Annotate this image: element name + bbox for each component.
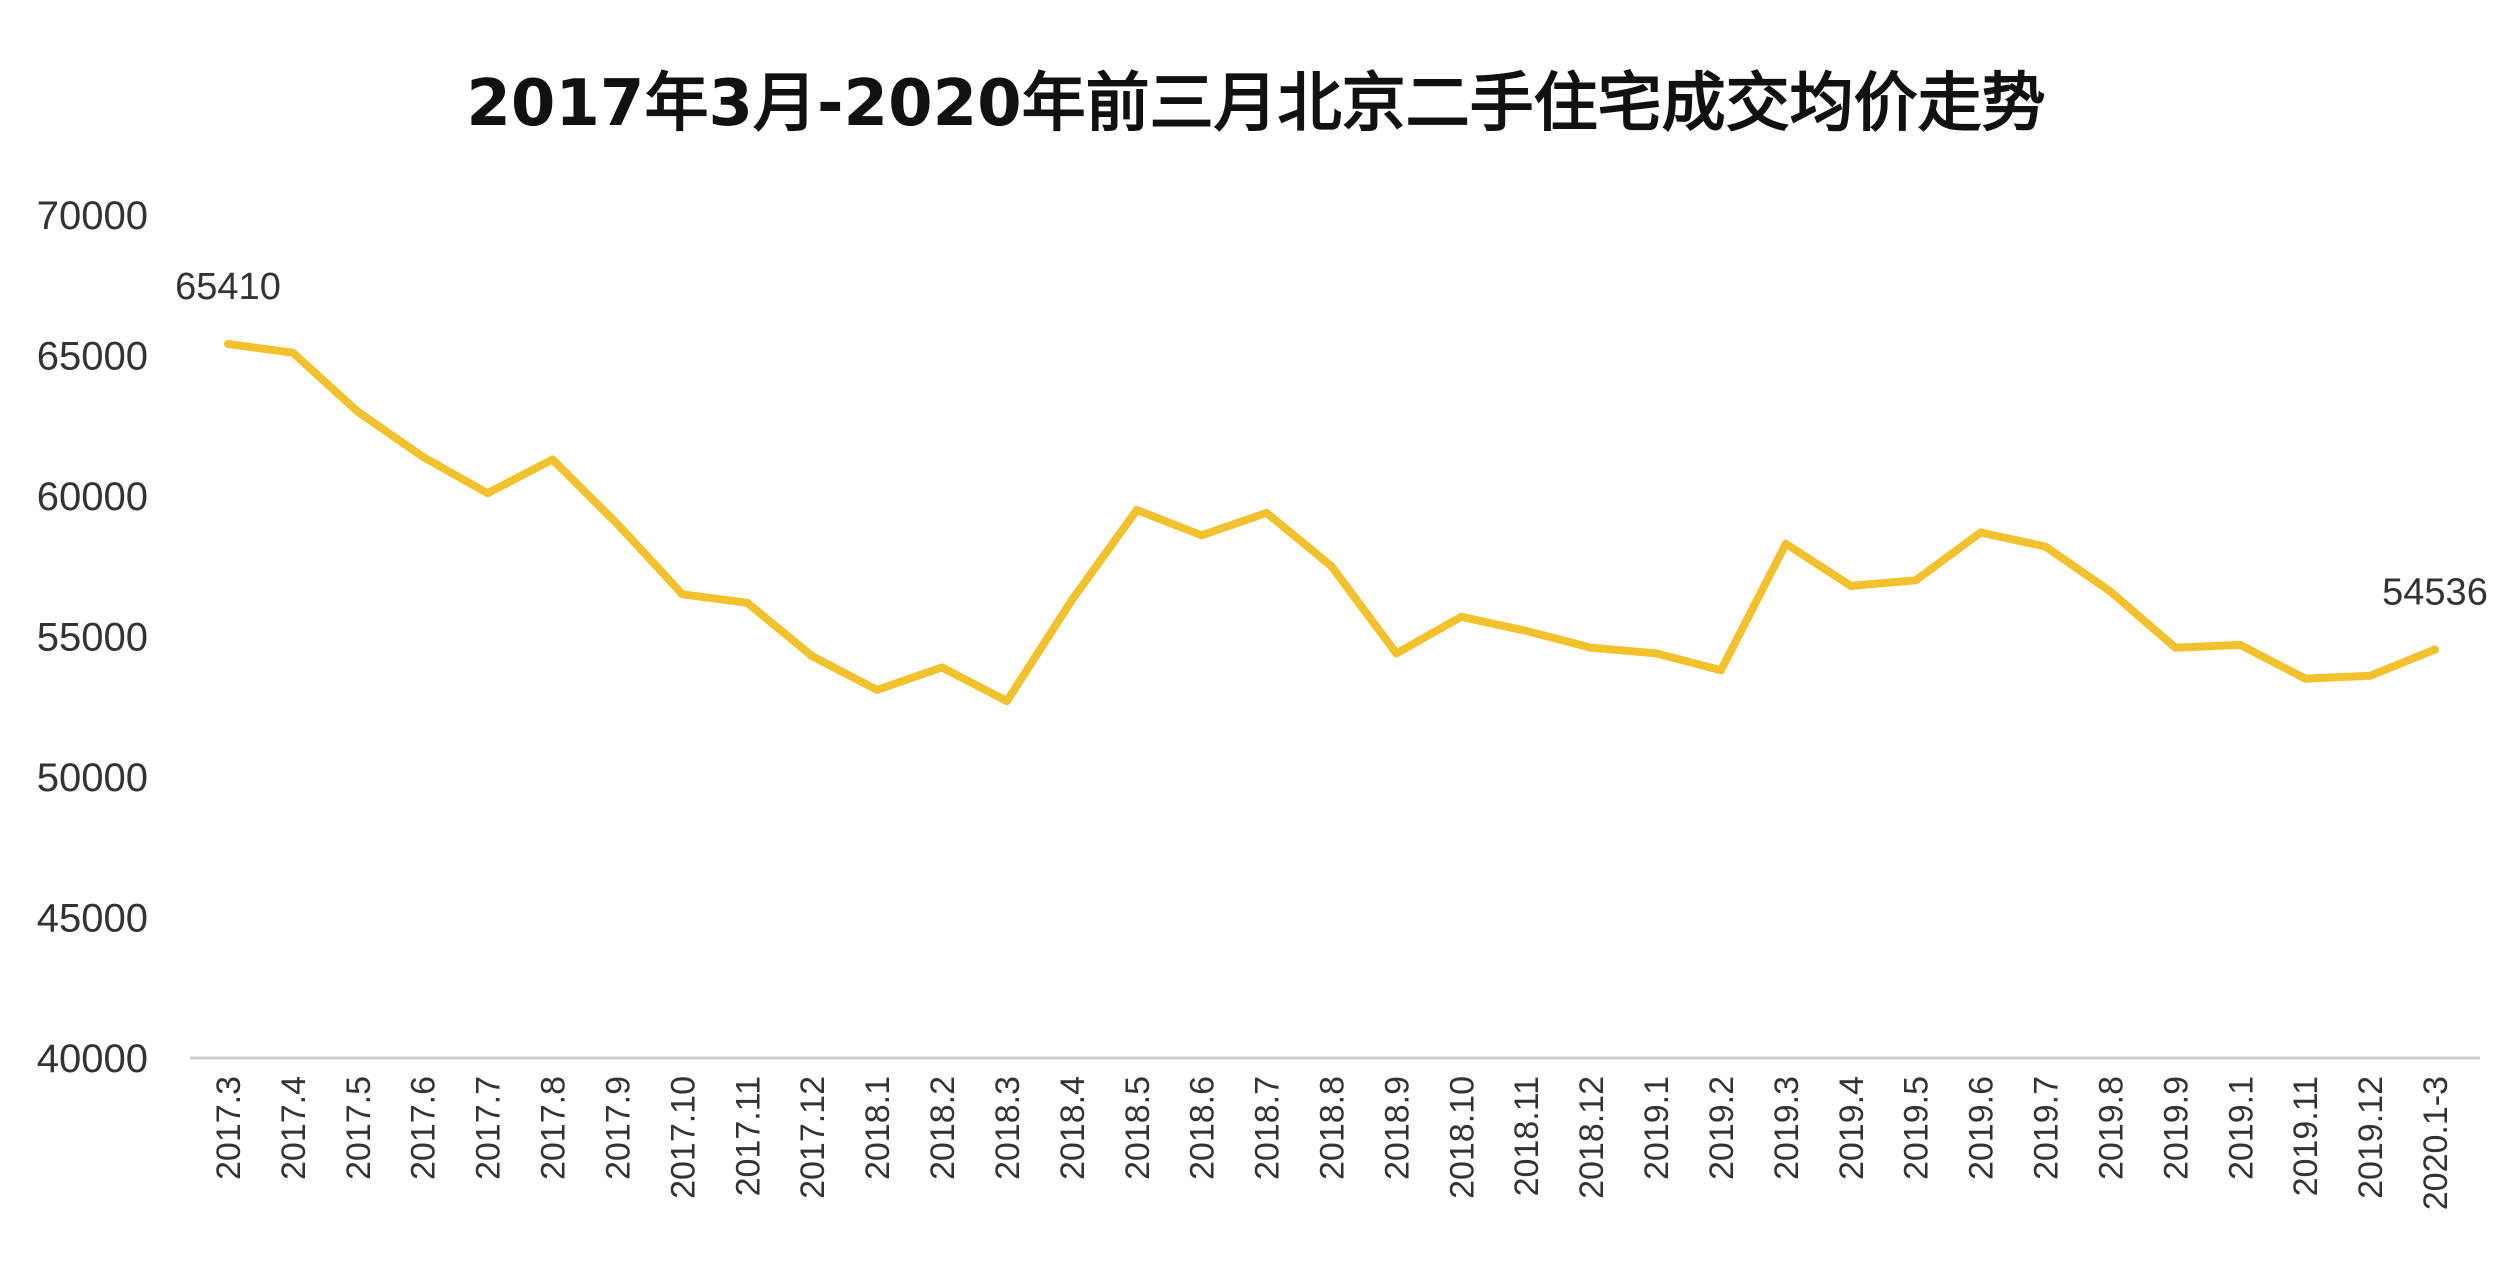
data-point bbox=[1002, 697, 1011, 706]
x-tick-label: 2017.3 bbox=[210, 1076, 248, 1180]
x-tick-label: 2018.7 bbox=[1249, 1076, 1287, 1180]
data-point bbox=[743, 598, 752, 607]
x-tick-label: 2019.4 bbox=[1833, 1076, 1871, 1180]
x-tick-label: 2017.4 bbox=[275, 1076, 313, 1180]
y-tick-label: 65000 bbox=[37, 335, 148, 379]
data-point bbox=[873, 685, 882, 694]
x-tick-label: 2019.5 bbox=[1898, 1076, 1936, 1180]
chart-title: 2017年3月-2020年前三月北京二手住宅成交均价走势 bbox=[466, 67, 2045, 141]
data-point bbox=[678, 590, 687, 599]
data-point bbox=[938, 663, 947, 672]
data-point bbox=[1781, 539, 1790, 548]
x-tick-label: 2018.6 bbox=[1184, 1076, 1222, 1180]
data-point bbox=[1132, 506, 1141, 515]
data-point bbox=[1262, 508, 1271, 517]
data-point bbox=[418, 452, 427, 461]
data-point bbox=[1392, 649, 1401, 658]
data-point bbox=[1197, 531, 1206, 540]
x-tick-label: 2020.1-3 bbox=[2417, 1076, 2455, 1210]
data-point bbox=[2106, 587, 2115, 596]
data-point bbox=[2236, 640, 2245, 649]
x-tick-label: 2019.3 bbox=[1768, 1076, 1806, 1180]
data-point bbox=[2171, 643, 2180, 652]
x-tick-label: 2017.5 bbox=[340, 1076, 378, 1180]
data-point bbox=[1911, 576, 1920, 585]
x-tick-label: 2018.1 bbox=[859, 1076, 897, 1180]
x-tick-label: 2019.6 bbox=[1963, 1076, 2001, 1180]
x-tick-label: 2017.8 bbox=[535, 1076, 573, 1180]
x-tick-label: 2018.3 bbox=[989, 1076, 1027, 1180]
y-tick-label: 55000 bbox=[37, 616, 148, 660]
data-point bbox=[353, 407, 362, 416]
x-tick-label: 2019.11 bbox=[2287, 1076, 2325, 1196]
data-point bbox=[1067, 595, 1076, 604]
x-tick-label: 2017.11 bbox=[729, 1076, 767, 1196]
data-label: 65410 bbox=[175, 266, 281, 308]
data-labels: 65410 54536 bbox=[175, 266, 2488, 614]
data-point bbox=[808, 652, 817, 661]
y-tick-label: 70000 bbox=[37, 194, 148, 238]
data-point bbox=[2041, 542, 2050, 551]
x-tick-label: 2019.1 bbox=[2222, 1076, 2260, 1180]
data-point bbox=[1457, 612, 1466, 621]
x-tick-label: 2018.12 bbox=[1573, 1076, 1611, 1199]
data-point bbox=[1976, 528, 1985, 537]
data-points bbox=[224, 339, 2439, 706]
data-point bbox=[1522, 626, 1531, 635]
x-tick-label: 2018.5 bbox=[1119, 1076, 1157, 1180]
x-tick-label: 2019.8 bbox=[2092, 1076, 2130, 1180]
x-tick-label: 2019.2 bbox=[1703, 1076, 1741, 1180]
x-tick-label: 2019.7 bbox=[2028, 1076, 2066, 1180]
y-tick-label: 50000 bbox=[37, 756, 148, 800]
data-point bbox=[288, 348, 297, 357]
x-tick-label: 2017.9 bbox=[599, 1076, 637, 1180]
x-tick-label: 2018.9 bbox=[1378, 1076, 1416, 1180]
x-axis: 2017.3 2017.4 2017.5 2017.6 2017.7 2017.8 2017… bbox=[210, 1076, 2455, 1210]
series-line bbox=[224, 340, 2439, 706]
x-tick-label: 2017.6 bbox=[405, 1076, 443, 1180]
y-axis: 40000 45000 50000 55000 60000 65000 70000 bbox=[37, 194, 148, 1081]
data-point bbox=[2431, 645, 2439, 654]
data-point bbox=[1652, 649, 1661, 658]
data-point bbox=[2301, 674, 2310, 683]
data-label: 54536 bbox=[2382, 572, 2488, 614]
data-point bbox=[1846, 581, 1855, 590]
y-tick-label: 40000 bbox=[37, 1037, 148, 1081]
x-tick-label: 2019.9 bbox=[2157, 1076, 2195, 1180]
x-tick-label: 2018.2 bbox=[924, 1076, 962, 1180]
x-tick-label: 2019.1 bbox=[1638, 1076, 1676, 1180]
x-tick-label: 2018.4 bbox=[1054, 1076, 1092, 1180]
data-point bbox=[613, 520, 622, 529]
y-tick-label: 45000 bbox=[37, 897, 148, 941]
x-tick-label: 2018.11 bbox=[1508, 1076, 1546, 1196]
x-tick-label: 2019.12 bbox=[2352, 1076, 2390, 1199]
x-tick-label: 2017.10 bbox=[664, 1076, 702, 1199]
data-point bbox=[2366, 671, 2375, 680]
x-tick-label: 2018.8 bbox=[1314, 1076, 1352, 1180]
x-tick-label: 2017.7 bbox=[470, 1076, 508, 1180]
y-tick-label: 60000 bbox=[37, 475, 148, 519]
x-tick-label: 2017.12 bbox=[794, 1076, 832, 1199]
data-point bbox=[1587, 643, 1596, 652]
data-point bbox=[483, 489, 492, 498]
data-point bbox=[1327, 562, 1336, 571]
data-point bbox=[548, 455, 557, 464]
x-tick-label: 2018.10 bbox=[1443, 1076, 1481, 1199]
data-point bbox=[1716, 666, 1725, 675]
data-point bbox=[224, 339, 232, 348]
